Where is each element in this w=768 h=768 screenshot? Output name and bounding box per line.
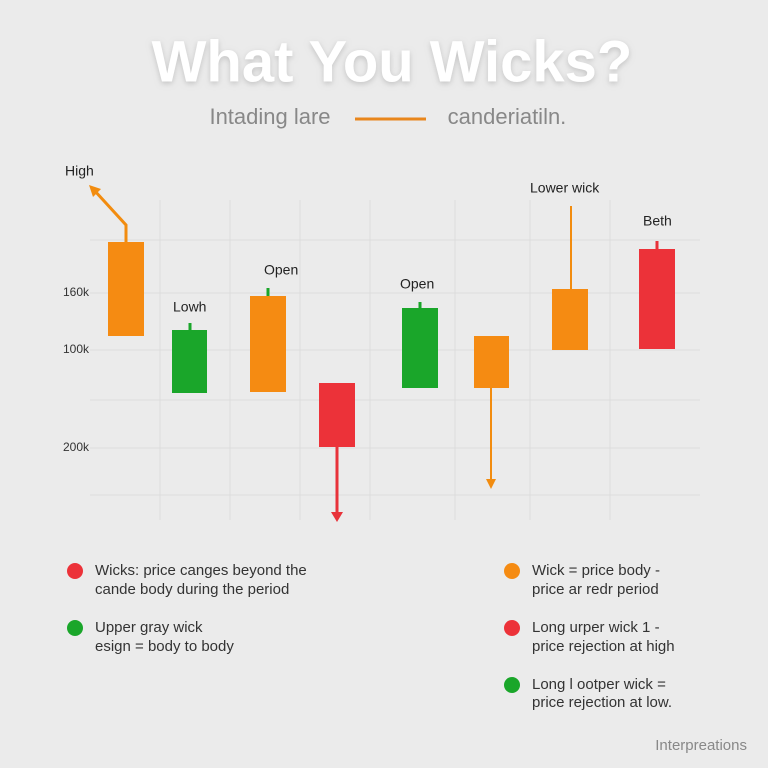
candle [402,308,438,388]
axis-label: 100k [63,342,90,356]
candle [250,296,286,392]
legend-dot [67,563,83,579]
label: Open [264,262,298,278]
axis-label: 160k [63,285,90,299]
candles [89,185,675,522]
candle [319,383,355,447]
arrow [89,185,101,197]
legend-text: esign = body to body [95,638,234,655]
footer: Interpreations [655,737,747,754]
candle [172,330,207,393]
legend-text: price rejection at high [532,638,675,655]
arrow [486,479,496,489]
arrow [331,512,343,522]
legend-text: Long l ootper wick = [532,676,666,693]
legend-dot [504,677,520,693]
label: Beth [643,213,672,229]
label: High [65,163,94,179]
candle [639,249,675,349]
candle [552,289,588,350]
legend-dot [67,620,83,636]
axis-label: 200k [63,440,90,454]
label: Lowh [173,299,206,315]
legend-text: Upper gray wick [95,619,203,636]
title: What You Wicks? [152,29,633,94]
legend: Wicks: price canges beyond the cande bod… [67,562,675,711]
candle [474,336,509,388]
legend-text: Long urper wick 1 - [532,619,660,636]
legend-text: price rejection at low. [532,694,672,711]
legend-dot [504,563,520,579]
candle [108,242,144,336]
legend-text: Wicks: price canges beyond the [95,562,307,579]
label: Lower wick [530,180,600,196]
legend-text: Wick = price body - [532,562,660,579]
subtitle-right: canderiatiln. [448,104,567,129]
legend-dot [504,620,520,636]
wick [92,188,128,242]
subtitle-left: Intading lare [209,104,330,129]
legend-text: price ar redr period [532,581,659,598]
legend-text: cande body during the period [95,581,289,598]
label: Open [400,276,434,292]
